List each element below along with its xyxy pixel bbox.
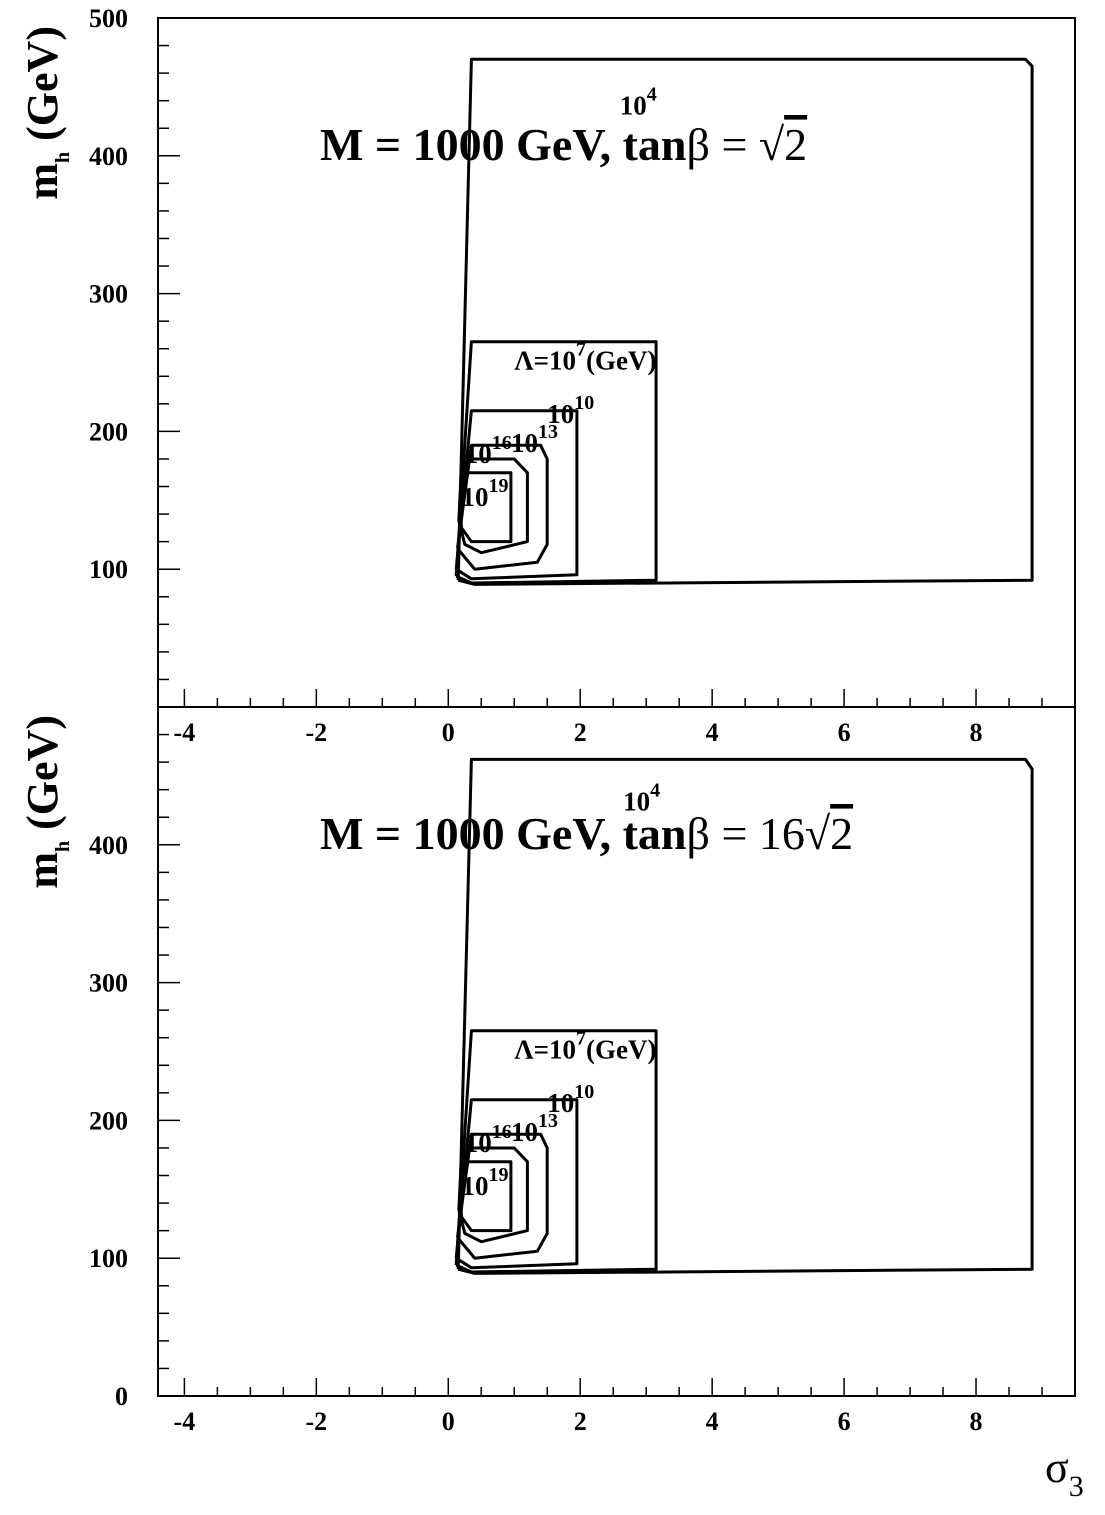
x-tick-label: 2 — [574, 718, 587, 747]
x-tick-label: -4 — [174, 718, 196, 747]
y-tick-label: 200 — [89, 417, 128, 446]
contour-line-7 — [454, 340, 658, 585]
contour-label-16: 1016 — [465, 432, 512, 469]
contour-line-13 — [456, 443, 549, 571]
x-axis-title: σ3 — [1045, 1443, 1084, 1503]
x-tick-label: 8 — [970, 718, 983, 747]
panel-title: M = 1000 GeV, tanβ = 16√2 — [320, 808, 853, 859]
panel-1: -4 -2 0 2 4 6 8 100 200 300 400 500 mh (GeV) 104 Λ=107… — [18, 4, 1076, 747]
contour-line-10 — [454, 1098, 579, 1270]
contour-label-10: 1010 — [547, 1081, 594, 1118]
y-axis-title: mh (GeV) — [18, 26, 74, 200]
y-tick-label: 200 — [89, 1106, 128, 1135]
contour-line-16 — [457, 1146, 529, 1244]
x-tick-label: 2 — [574, 1407, 587, 1436]
contour-label-7: Λ=107(GeV) — [514, 1027, 656, 1064]
contour-line-19 — [458, 471, 513, 544]
y-tick-label: 100 — [89, 1244, 128, 1273]
contour-label-19: 1019 — [461, 1164, 508, 1201]
x-tick-label: 0 — [442, 1407, 455, 1436]
y-tick-label: 0 — [115, 1382, 128, 1411]
y-tick-label: 400 — [89, 831, 128, 860]
x-tick-label: -2 — [305, 1407, 327, 1436]
contour-label-16: 1016 — [465, 1121, 512, 1158]
x-tick-label: 4 — [706, 718, 719, 747]
contour-line-19 — [458, 1160, 513, 1233]
x-tick-label: 6 — [838, 718, 851, 747]
contour-line-16 — [457, 457, 529, 555]
contour-line-7 — [454, 1029, 658, 1274]
x-tick-label: 6 — [838, 1407, 851, 1436]
x-tick-label: -4 — [174, 1407, 196, 1436]
contour-label-13: 1013 — [511, 1110, 558, 1147]
contour-label-10: 1010 — [547, 392, 594, 429]
contour-line-10 — [454, 409, 579, 581]
contour-label-13: 1013 — [511, 421, 558, 458]
contour-label-4: 104 — [623, 779, 660, 816]
x-tick-label: 0 — [442, 718, 455, 747]
plot-frame — [157, 706, 1076, 1397]
panel-title: M = 1000 GeV, tanβ = √2 — [320, 119, 807, 170]
contour-label-7: Λ=107(GeV) — [514, 338, 656, 375]
contour-line-13 — [456, 1132, 549, 1260]
x-tick-label: -2 — [305, 718, 327, 747]
contour-label-4: 104 — [620, 83, 657, 120]
y-tick-label: 500 — [89, 4, 128, 33]
y-tick-label: 300 — [89, 280, 128, 309]
contour-label-19: 1019 — [461, 475, 508, 512]
x-tick-label: 4 — [706, 1407, 719, 1436]
y-tick-label: 300 — [89, 969, 128, 998]
panel-2: -4 -2 0 2 4 6 8 0 100 200 300 400 mh (GeV) 104 Λ=107(G… — [18, 706, 1084, 1503]
x-tick-label: 8 — [970, 1407, 983, 1436]
y-axis-title: mh (GeV) — [18, 715, 74, 889]
y-tick-label: 400 — [89, 142, 128, 171]
y-tick-label: 100 — [89, 555, 128, 584]
